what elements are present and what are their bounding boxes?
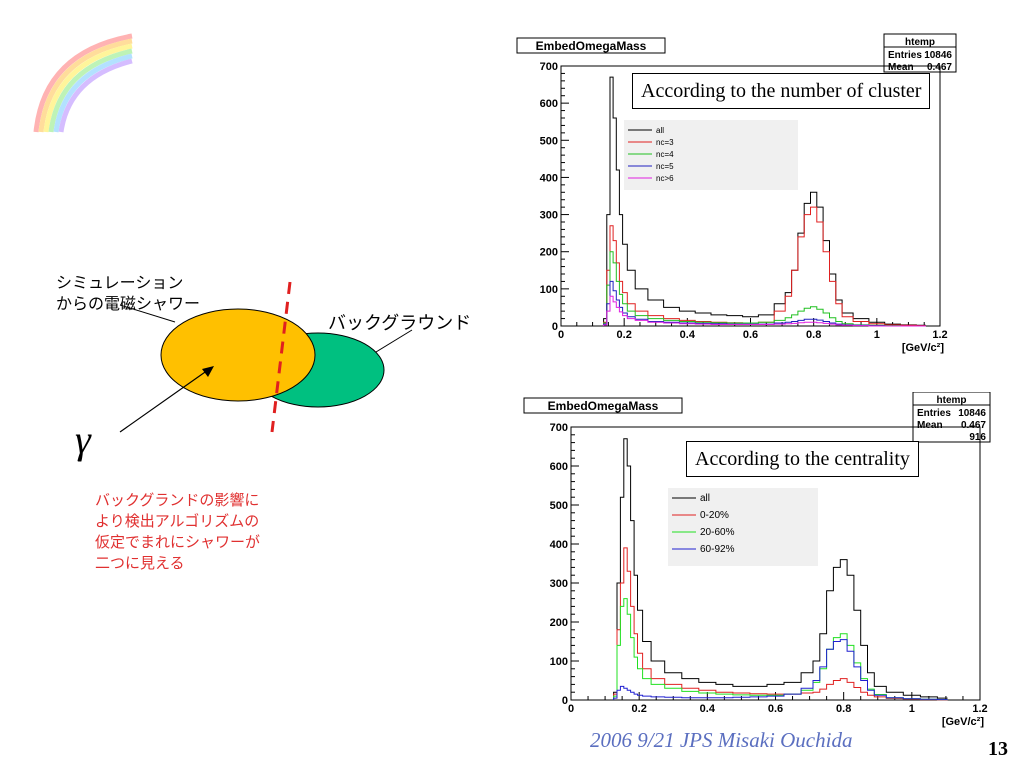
x-axis-label: [GeV/c²] <box>902 342 945 354</box>
x-tick-label: 0.4 <box>680 329 696 341</box>
y-tick-label: 100 <box>550 656 568 668</box>
note-line: 仮定でまれにシャワーが <box>95 533 261 551</box>
background-label: バックグラウンド <box>328 313 472 334</box>
stats-label: Entries <box>888 50 922 61</box>
stats-value: 10846 <box>958 408 986 419</box>
note-line: 二つに見える <box>95 554 185 572</box>
y-tick-label: 600 <box>550 461 568 473</box>
stats-value: 10846 <box>924 50 952 61</box>
legend-label: all <box>700 493 710 504</box>
separation-dashed-line <box>270 281 292 433</box>
y-tick-label: 500 <box>550 500 568 512</box>
stats-name: htemp <box>937 395 967 406</box>
series-line <box>603 280 926 327</box>
x-tick-label: 0 <box>568 703 574 715</box>
chart-title-box <box>523 397 683 414</box>
legend-label: nc=4 <box>656 150 674 159</box>
background-pointer-line <box>375 329 413 353</box>
stats-box <box>912 392 991 443</box>
gamma-symbol: γ <box>75 417 91 462</box>
series-line <box>613 598 948 701</box>
x-tick-label: 0.2 <box>617 329 632 341</box>
y-tick-label: 300 <box>540 210 558 222</box>
legend-label: nc=5 <box>656 162 674 171</box>
chart-centrality: EmbedOmegaMass htemp Entries 10846 Mean 0.467… <box>523 392 991 728</box>
stats-name: htemp <box>905 37 935 48</box>
legend-label: 60-92% <box>700 544 735 555</box>
y-tick-label: 0 <box>552 321 558 333</box>
simulation-label: シミュレーション からの電磁シャワー <box>56 272 200 314</box>
y-tick-label: 400 <box>540 172 558 184</box>
x-tick-label: 1 <box>874 329 880 341</box>
y-tick-label: 200 <box>540 247 558 259</box>
x-axis-label: [GeV/c²] <box>942 716 985 728</box>
x-tick-label: 0.6 <box>768 703 783 715</box>
stats-label: Entries <box>917 408 951 419</box>
series-line <box>603 251 926 327</box>
note-line: より検出アルゴリズムの <box>95 512 260 530</box>
series-line <box>603 206 926 327</box>
x-tick-label: 0.2 <box>632 703 647 715</box>
chart-title: EmbedOmegaMass <box>536 39 647 53</box>
chart-title-box <box>516 37 666 54</box>
x-tick-label: 0.8 <box>806 329 821 341</box>
legend-label: nc=3 <box>656 138 674 147</box>
stats-value: 916 <box>969 432 986 443</box>
simulation-label-line2: からの電磁シャワー <box>56 294 201 313</box>
gamma-arrow-line <box>119 369 209 433</box>
x-tick-label: 1 <box>909 703 915 715</box>
rainbow-decoration <box>33 33 133 133</box>
y-tick-label: 500 <box>540 135 558 147</box>
simulation-pointer-line <box>119 304 176 323</box>
legend-label: 0-20% <box>700 510 729 521</box>
simulation-label-line1: シミュレーション <box>56 273 184 292</box>
x-tick-label: 0 <box>558 329 564 341</box>
x-tick-label: 1.2 <box>972 703 987 715</box>
y-tick-label: 300 <box>550 578 568 590</box>
stats-label: Mean <box>888 62 914 73</box>
note-line: バックグランドの影響に <box>95 491 260 509</box>
legend-label: 20-60% <box>700 527 735 538</box>
legend-label: nc>6 <box>656 174 674 183</box>
series-line <box>603 76 926 326</box>
legend-box <box>624 120 798 190</box>
callout-cluster: According to the number of cluster <box>632 73 931 109</box>
legend-label: all <box>656 126 664 135</box>
y-tick-label: 400 <box>550 539 568 551</box>
y-tick-label: 0 <box>562 695 568 707</box>
y-tick-label: 600 <box>540 98 558 110</box>
x-tick-label: 0.4 <box>700 703 716 715</box>
x-tick-label: 0.8 <box>836 703 851 715</box>
note-text: バックグランドの影響に より検出アルゴリズムの 仮定でまれにシャワーが 二つに見… <box>95 490 260 574</box>
y-tick-label: 700 <box>540 61 558 73</box>
stats-value: 0.467 <box>961 420 986 431</box>
x-tick-label: 0.6 <box>743 329 758 341</box>
gamma-arrow-head <box>202 366 214 377</box>
shower-diagram <box>119 281 413 433</box>
series-line <box>603 295 926 327</box>
y-tick-label: 100 <box>540 284 558 296</box>
page-number: 13 <box>988 738 1008 760</box>
y-tick-label: 700 <box>550 422 568 434</box>
series-line <box>613 639 948 701</box>
chart-title: EmbedOmegaMass <box>548 399 659 413</box>
y-tick-label: 200 <box>550 617 568 629</box>
x-tick-label: 1.2 <box>932 329 947 341</box>
callout-centrality: According to the centrality <box>686 441 919 477</box>
stats-label: Mean <box>917 420 943 431</box>
legend-box <box>668 488 818 566</box>
series-line <box>613 438 948 700</box>
simulation-ellipse <box>160 308 316 402</box>
series-line <box>613 547 948 701</box>
footer-text: 2006 9/21 JPS Misaki Ouchida <box>590 728 853 752</box>
